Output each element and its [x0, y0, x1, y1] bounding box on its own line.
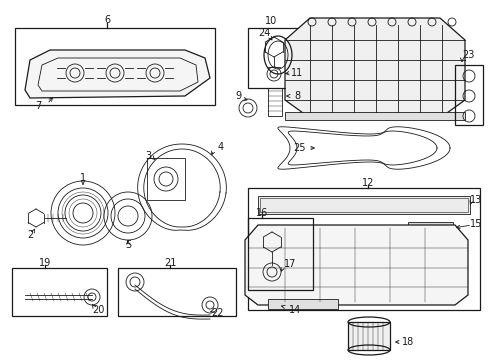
Bar — [147, 158, 184, 200]
Text: 23: 23 — [461, 50, 473, 60]
Text: 11: 11 — [290, 68, 303, 78]
Text: 22: 22 — [211, 308, 224, 318]
Bar — [285, 112, 464, 120]
Text: 12: 12 — [361, 178, 373, 188]
Text: 9: 9 — [234, 91, 241, 101]
Polygon shape — [285, 18, 464, 118]
Text: 19: 19 — [39, 258, 51, 268]
Text: 25: 25 — [293, 143, 305, 153]
Text: 6: 6 — [104, 15, 110, 25]
Text: 8: 8 — [293, 91, 300, 101]
Text: 7: 7 — [35, 101, 41, 111]
Text: 17: 17 — [283, 259, 296, 269]
Polygon shape — [25, 50, 209, 98]
Bar — [12, 268, 107, 316]
Text: 1: 1 — [80, 173, 86, 183]
Bar — [267, 88, 282, 116]
Text: 21: 21 — [163, 258, 176, 268]
Polygon shape — [244, 225, 467, 305]
Bar — [260, 198, 467, 212]
Text: 13: 13 — [469, 195, 481, 205]
Text: 24: 24 — [257, 28, 270, 38]
Text: 4: 4 — [218, 142, 224, 152]
Bar — [347, 322, 389, 350]
Text: 15: 15 — [469, 219, 481, 229]
Bar — [267, 299, 337, 309]
Bar — [454, 65, 482, 125]
Text: 10: 10 — [264, 16, 277, 26]
Bar — [15, 28, 215, 105]
Bar — [247, 188, 479, 310]
Bar — [247, 218, 312, 290]
Text: 16: 16 — [255, 208, 267, 218]
Text: 18: 18 — [401, 337, 413, 347]
Bar — [258, 196, 469, 214]
Text: 5: 5 — [124, 240, 131, 250]
Bar — [118, 268, 236, 316]
Bar — [247, 28, 315, 88]
Text: 3: 3 — [144, 151, 151, 161]
Text: 20: 20 — [92, 305, 104, 315]
Text: 14: 14 — [288, 305, 301, 315]
Text: 2: 2 — [27, 230, 33, 240]
Bar — [407, 222, 452, 238]
